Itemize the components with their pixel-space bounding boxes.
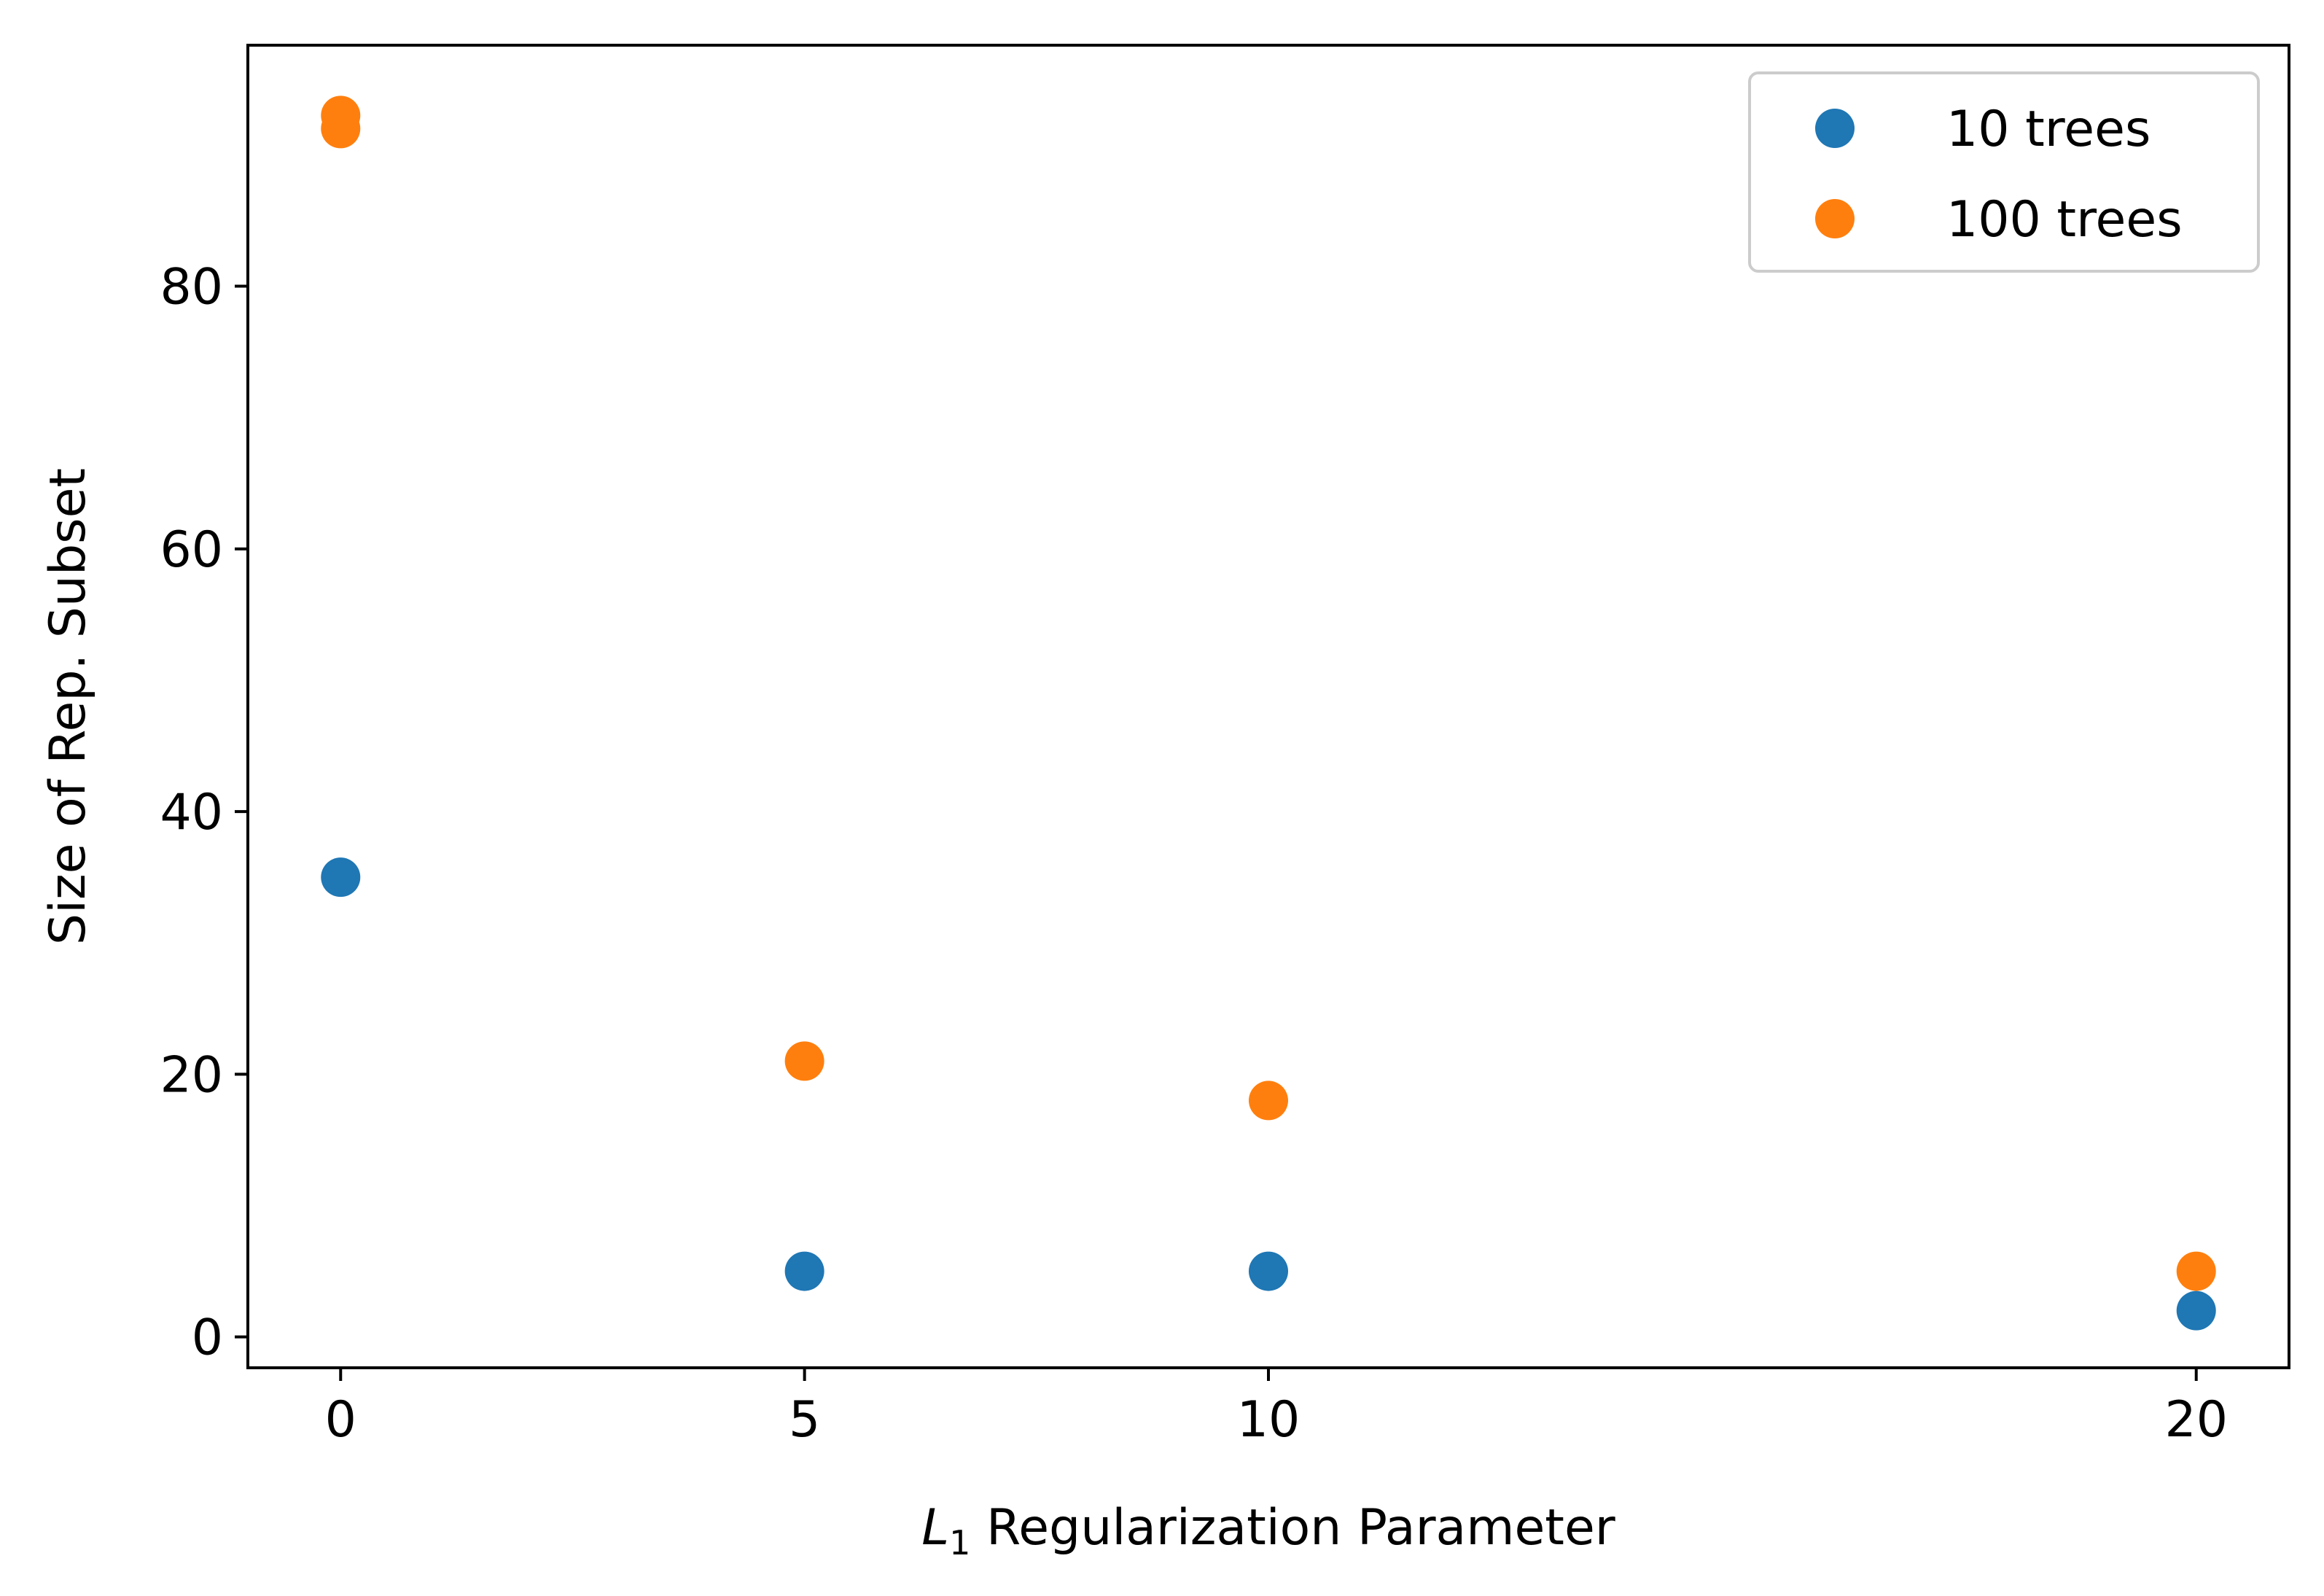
point-100-trees [2176,1251,2216,1291]
point-10-trees [1249,1251,1288,1291]
x-axis-label-text: Regularization Parameter [970,1499,1615,1557]
point-10-trees [784,1251,824,1291]
y-axis-label: Size of Rep. Subset [39,468,97,945]
x-axis-label: L1 Regularization Parameter [921,1499,1615,1562]
x-tick-label: 5 [789,1391,820,1449]
y-tick-label: 20 [160,1046,223,1104]
point-100-trees [784,1041,824,1081]
legend-label-100-trees: 100 trees [1946,191,2183,249]
legend-label-10-trees: 10 trees [1946,101,2151,158]
point-100-trees [1249,1081,1288,1121]
x-axis-label-math: L [921,1499,949,1557]
x-axis-label-subscript: 1 [949,1523,970,1562]
y-tick-label: 40 [160,784,223,841]
y-tick-label: 80 [160,259,223,316]
x-axis-ticks: 0 5 10 20 [325,1368,2228,1449]
y-tick-label: 0 [192,1309,223,1367]
x-tick-label: 10 [1237,1391,1301,1449]
y-tick-label: 60 [160,521,223,579]
y-axis-ticks: 0 20 40 60 80 [160,259,248,1367]
point-10-trees [321,857,361,898]
legend-marker-100-trees [1815,199,1855,238]
data-points [321,96,2216,1331]
point-100-trees [321,109,361,149]
x-tick-label: 20 [2164,1391,2228,1449]
legend: 10 trees 100 trees [1748,71,2260,273]
x-tick-label: 0 [325,1391,356,1449]
legend-marker-10-trees [1815,109,1855,148]
point-10-trees [2176,1291,2216,1331]
legend-box [1748,71,2260,273]
